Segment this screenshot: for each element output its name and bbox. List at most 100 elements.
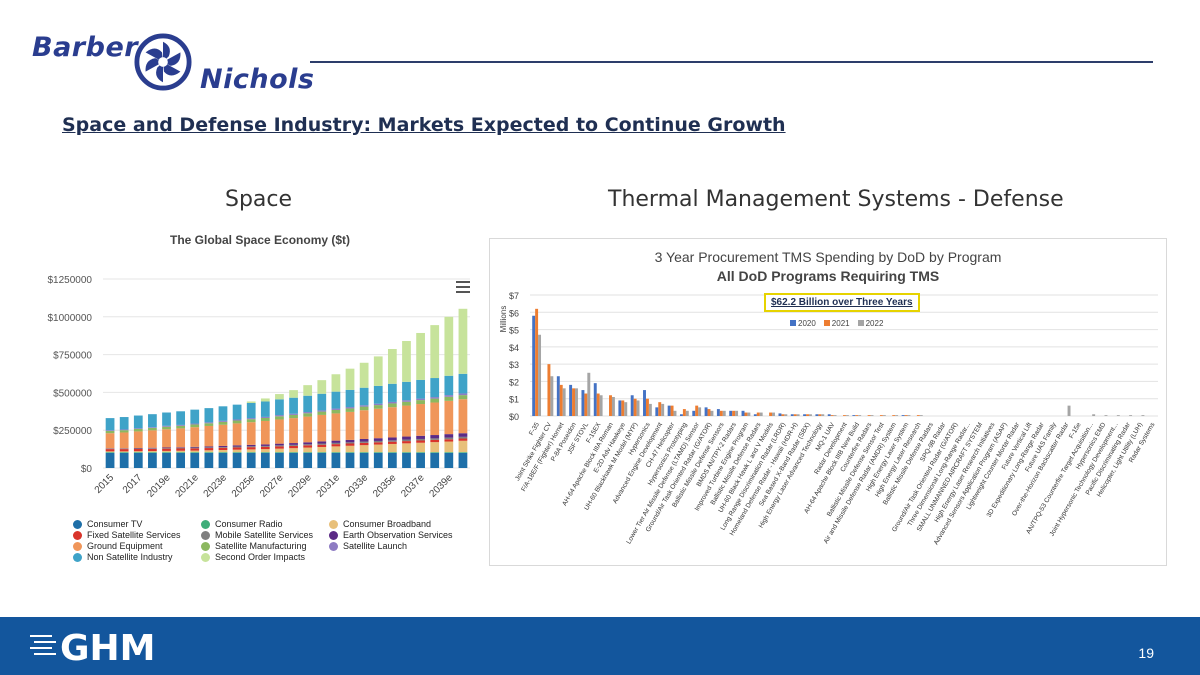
bar-segment [119,432,129,449]
bar-segment [176,447,186,449]
bar [673,410,677,416]
bar-segment [359,452,369,468]
bar [784,414,788,416]
legend-item[interactable]: Ground Equipment [73,541,163,551]
bar [845,415,849,416]
stacked-bar [105,418,115,468]
legend-item[interactable]: Fixed Satellite Services [73,530,181,540]
y-tick-label: $0 [509,412,519,422]
legend-label: Consumer TV [87,519,143,529]
bar-segment [345,389,355,408]
bar-segment [444,441,454,453]
legend-item[interactable]: Consumer Radio [201,519,283,529]
bar-segment [373,438,383,441]
tms-legend-item[interactable]: 2020 [790,319,816,328]
bar-segment [148,430,157,448]
bar-segment [218,420,228,422]
bar-segment [303,445,313,448]
legend-item[interactable]: Earth Observation Services [329,530,453,540]
bar [609,395,612,416]
legend-item[interactable]: Consumer TV [73,519,142,529]
bar-segment [430,402,440,436]
bar-segment [246,449,256,453]
bar-segment [402,401,411,406]
legend-item[interactable]: Satellite Launch [329,541,407,551]
bar-segment [119,451,129,453]
stacked-bar [260,398,270,468]
tms-legend-label: 2022 [865,319,884,328]
bar-segment [105,418,115,431]
bar-segment [275,452,284,468]
bar [636,400,640,416]
bar-segment [387,452,397,453]
bar [756,412,760,416]
bar-segment [232,446,242,448]
bar [867,415,871,416]
bar-segment [218,445,228,447]
bar [661,403,665,416]
bar [704,407,708,416]
bar-segment [204,408,214,423]
bar-segment [260,452,270,453]
bar-segment [303,452,313,453]
tms-legend-item[interactable]: 2022 [857,319,884,328]
bar-segment [458,399,468,434]
legend-item[interactable]: Consumer Broadband [329,519,431,529]
slide-title: Space and Defense Industry: Markets Expe… [62,114,786,136]
hamburger-menu-icon[interactable] [456,281,470,293]
legend-label: Satellite Manufacturing [215,541,307,551]
bar-segment [430,442,440,453]
bar-segment [444,434,454,438]
bar-segment [232,447,242,450]
bar-segment [204,422,214,424]
legend-item[interactable]: Second Order Impacts [201,552,305,562]
bar [618,400,622,416]
bar-segment [444,316,454,376]
tms-legend-item[interactable]: 2021 [823,319,850,328]
bar [633,398,637,416]
bar-segment [162,412,171,426]
bar [855,415,859,416]
bar-segment [359,406,369,411]
bar-segment [232,419,242,421]
bar-segment [204,425,214,447]
stacked-bar [458,308,468,468]
bar-segment [190,447,200,449]
bar-segment [303,413,313,417]
y-tick-label: $1250000 [48,275,93,286]
bar-segment [246,401,256,403]
bar-segment [218,424,228,446]
bar [759,412,763,416]
bar [842,415,846,416]
bar-segment [176,428,186,448]
legend-swatch [329,530,338,540]
bar-segment [402,340,411,382]
bar [559,384,563,416]
bar-segment [190,452,200,453]
legend-item[interactable]: Mobile Satellite Services [201,530,313,540]
bar-segment [218,450,228,453]
bar-segment [345,439,355,443]
bar-segment [119,452,129,468]
bar-segment [444,437,454,440]
bar-segment [289,452,298,453]
bar-segment [430,452,440,453]
legend-item[interactable]: Satellite Manufacturing [201,541,307,551]
bar [916,415,920,416]
bar-segment [416,452,425,468]
bar-segment [190,409,200,424]
bar-segment [162,448,171,451]
legend-item[interactable]: Non Satellite Industry [73,552,173,562]
bar [685,410,689,416]
bar-segment [275,452,284,453]
bar-segment [303,385,313,396]
bar-segment [373,440,383,443]
bar-segment [162,447,171,449]
bar-segment [402,436,411,440]
bar-segment [105,452,115,468]
bar-segment [105,433,115,449]
bar-segment [430,325,440,379]
bar [679,414,683,416]
bar [648,403,652,416]
bar-segment [176,447,186,448]
